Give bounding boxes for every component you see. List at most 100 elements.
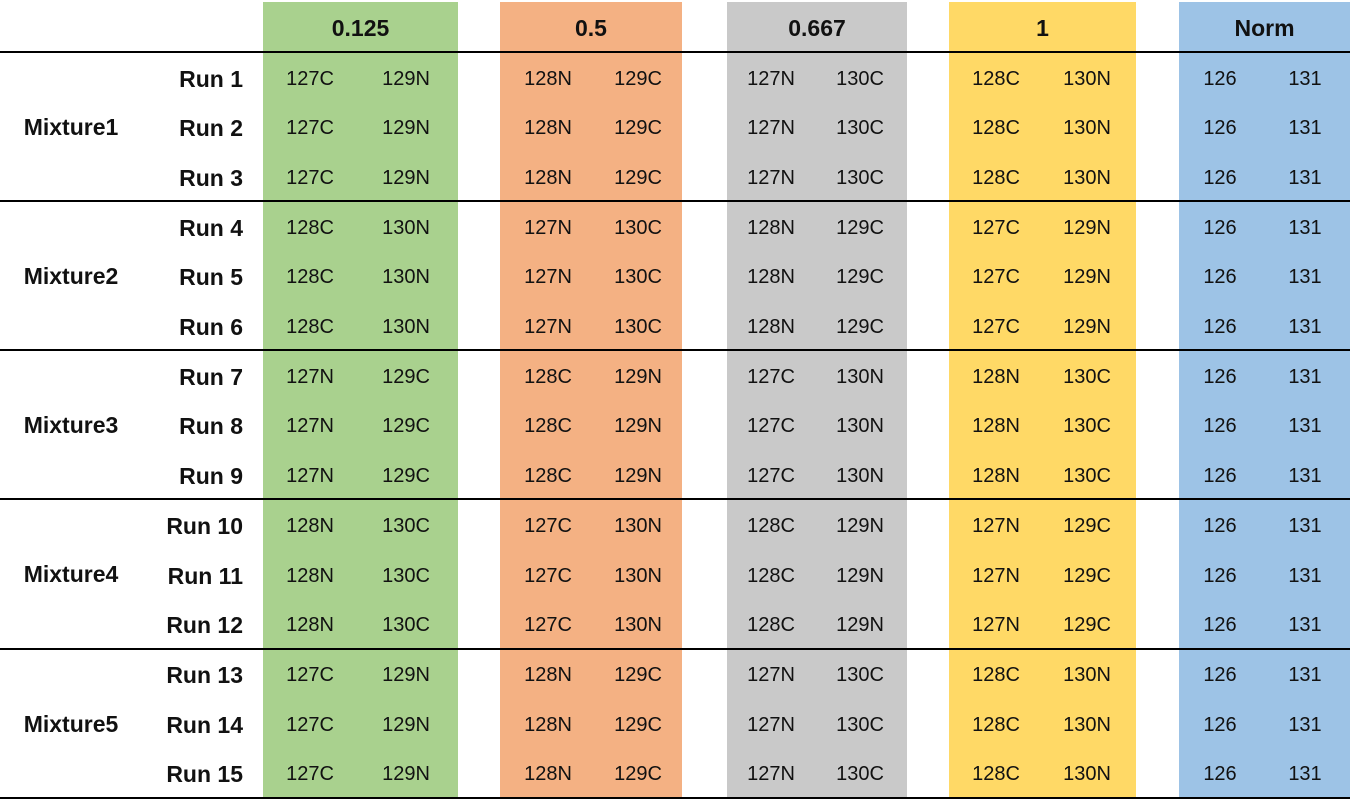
- column-header-ratio-0-667: 0.667: [788, 14, 846, 41]
- tag-cell: 130N: [614, 564, 662, 587]
- run-label: Run 8: [179, 413, 243, 440]
- tag-cell: 130C: [1063, 365, 1111, 388]
- mixture-label-text: Mixture: [23, 710, 106, 737]
- tag-cell: 127C: [972, 266, 1020, 289]
- tag-cell: 130C: [614, 316, 662, 338]
- tag-cell: 129N: [382, 763, 430, 786]
- mixture-rule: [0, 349, 1350, 351]
- mixture-label-text: Mixture: [23, 262, 106, 289]
- tag-cell: 127N: [747, 166, 795, 189]
- tag-cell: 129N: [836, 614, 884, 637]
- run-label: Run 7: [179, 363, 243, 390]
- tag-cell: 128N: [747, 266, 795, 289]
- tag-cell: 128C: [972, 117, 1020, 140]
- tag-cell: 129N: [382, 117, 430, 140]
- tag-cell: 128N: [747, 316, 795, 338]
- tag-cell: 128C: [524, 415, 572, 438]
- tag-cell: 129N: [614, 415, 662, 438]
- tag-cell: 130C: [836, 713, 884, 736]
- tag-cell: 128C: [747, 614, 795, 637]
- tag-cell: 126: [1203, 564, 1237, 587]
- tag-cell: 130N: [836, 465, 884, 488]
- mixture-label: Mixture 5: [8, 651, 134, 796]
- tag-cell: 130N: [614, 514, 662, 537]
- tag-cell: 127C: [972, 216, 1020, 239]
- tag-cell: 131: [1288, 564, 1322, 587]
- tag-cell: 131: [1288, 365, 1322, 388]
- tag-cell: 130N: [836, 365, 884, 388]
- column-header-ratio-1: 1: [1036, 14, 1049, 41]
- mixture-label: Mixture 1: [8, 54, 134, 199]
- tag-cell: 127C: [524, 614, 572, 637]
- tag-cell: 130C: [836, 166, 884, 189]
- tag-cell: 126: [1203, 713, 1237, 736]
- tag-cell: 127C: [524, 514, 572, 537]
- mixture-label-text: Mixture: [23, 561, 106, 587]
- tag-cell: 128N: [972, 415, 1020, 438]
- tag-cell: 127N: [286, 415, 334, 438]
- tag-cell: 131: [1288, 663, 1322, 686]
- tag-cell: 128C: [286, 266, 334, 289]
- tag-cell: 126: [1203, 117, 1237, 140]
- mixture-label: Mixture 3: [8, 352, 134, 497]
- tag-cell: 129C: [614, 663, 662, 686]
- tag-cell: 126: [1203, 465, 1237, 488]
- tag-cell: 129N: [382, 67, 430, 90]
- run-label: Run 11: [167, 562, 243, 589]
- tag-cell: 130C: [614, 216, 662, 239]
- tag-cell: 127C: [747, 415, 795, 438]
- tag-cell: 126: [1203, 763, 1237, 786]
- tag-cell: 131: [1288, 465, 1322, 488]
- tag-cell: 130N: [382, 266, 430, 289]
- tag-cell: 131: [1288, 316, 1322, 338]
- tag-cell: 126: [1203, 166, 1237, 189]
- tag-cell: 126: [1203, 663, 1237, 686]
- tag-cell: 129N: [836, 564, 884, 587]
- tag-cell: 127C: [286, 166, 334, 189]
- tag-cell: 130C: [836, 763, 884, 786]
- tag-cell: 126: [1203, 514, 1237, 537]
- tag-cell: 128C: [972, 166, 1020, 189]
- tag-cell: 127N: [524, 266, 572, 289]
- tag-cell: 128C: [972, 713, 1020, 736]
- tag-cell: 127N: [747, 713, 795, 736]
- tag-cell: 126: [1203, 614, 1237, 637]
- tag-cell: 127N: [524, 216, 572, 239]
- tag-cell: 131: [1288, 216, 1322, 239]
- tag-cell: 127N: [972, 514, 1020, 537]
- tag-cell: 127C: [747, 465, 795, 488]
- tag-cell: 128N: [972, 365, 1020, 388]
- tag-cell: 129N: [382, 663, 430, 686]
- column-header-ratio-0-5: 0.5: [575, 14, 607, 41]
- run-label: Run 14: [166, 711, 243, 738]
- tag-cell: 129C: [614, 763, 662, 786]
- tag-cell: 131: [1288, 614, 1322, 637]
- tag-cell: 127N: [747, 763, 795, 786]
- tag-cell: 127N: [972, 614, 1020, 637]
- column-band-ratio-0-125: [263, 2, 458, 798]
- tag-cell: 131: [1288, 266, 1322, 289]
- tag-cell: 129C: [836, 216, 884, 239]
- tag-cell: 127N: [747, 67, 795, 90]
- tag-cell: 127N: [524, 316, 572, 338]
- tag-cell: 126: [1203, 365, 1237, 388]
- tag-cell: 131: [1288, 763, 1322, 786]
- tag-cell: 128N: [286, 614, 334, 637]
- mixture-rule: [0, 200, 1350, 202]
- tag-cell: 129C: [1063, 614, 1111, 637]
- run-label: Run 4: [179, 214, 243, 241]
- run-label: Run 2: [179, 115, 243, 142]
- run-label: Run 12: [166, 612, 243, 639]
- tag-cell: 127N: [286, 465, 334, 488]
- tag-cell: 129N: [382, 713, 430, 736]
- tag-cell: 128C: [747, 514, 795, 537]
- tag-cell: 127C: [286, 763, 334, 786]
- tag-cell: 129N: [1063, 216, 1111, 239]
- column-band-ratio-0-667: [727, 2, 907, 798]
- tag-cell: 129C: [1063, 514, 1111, 537]
- mixture-rule: [0, 797, 1350, 799]
- mixture-label-number: 1: [105, 113, 119, 140]
- tag-cell: 128N: [524, 67, 572, 90]
- tag-cell: 131: [1288, 713, 1322, 736]
- run-label: Run 1: [179, 65, 243, 92]
